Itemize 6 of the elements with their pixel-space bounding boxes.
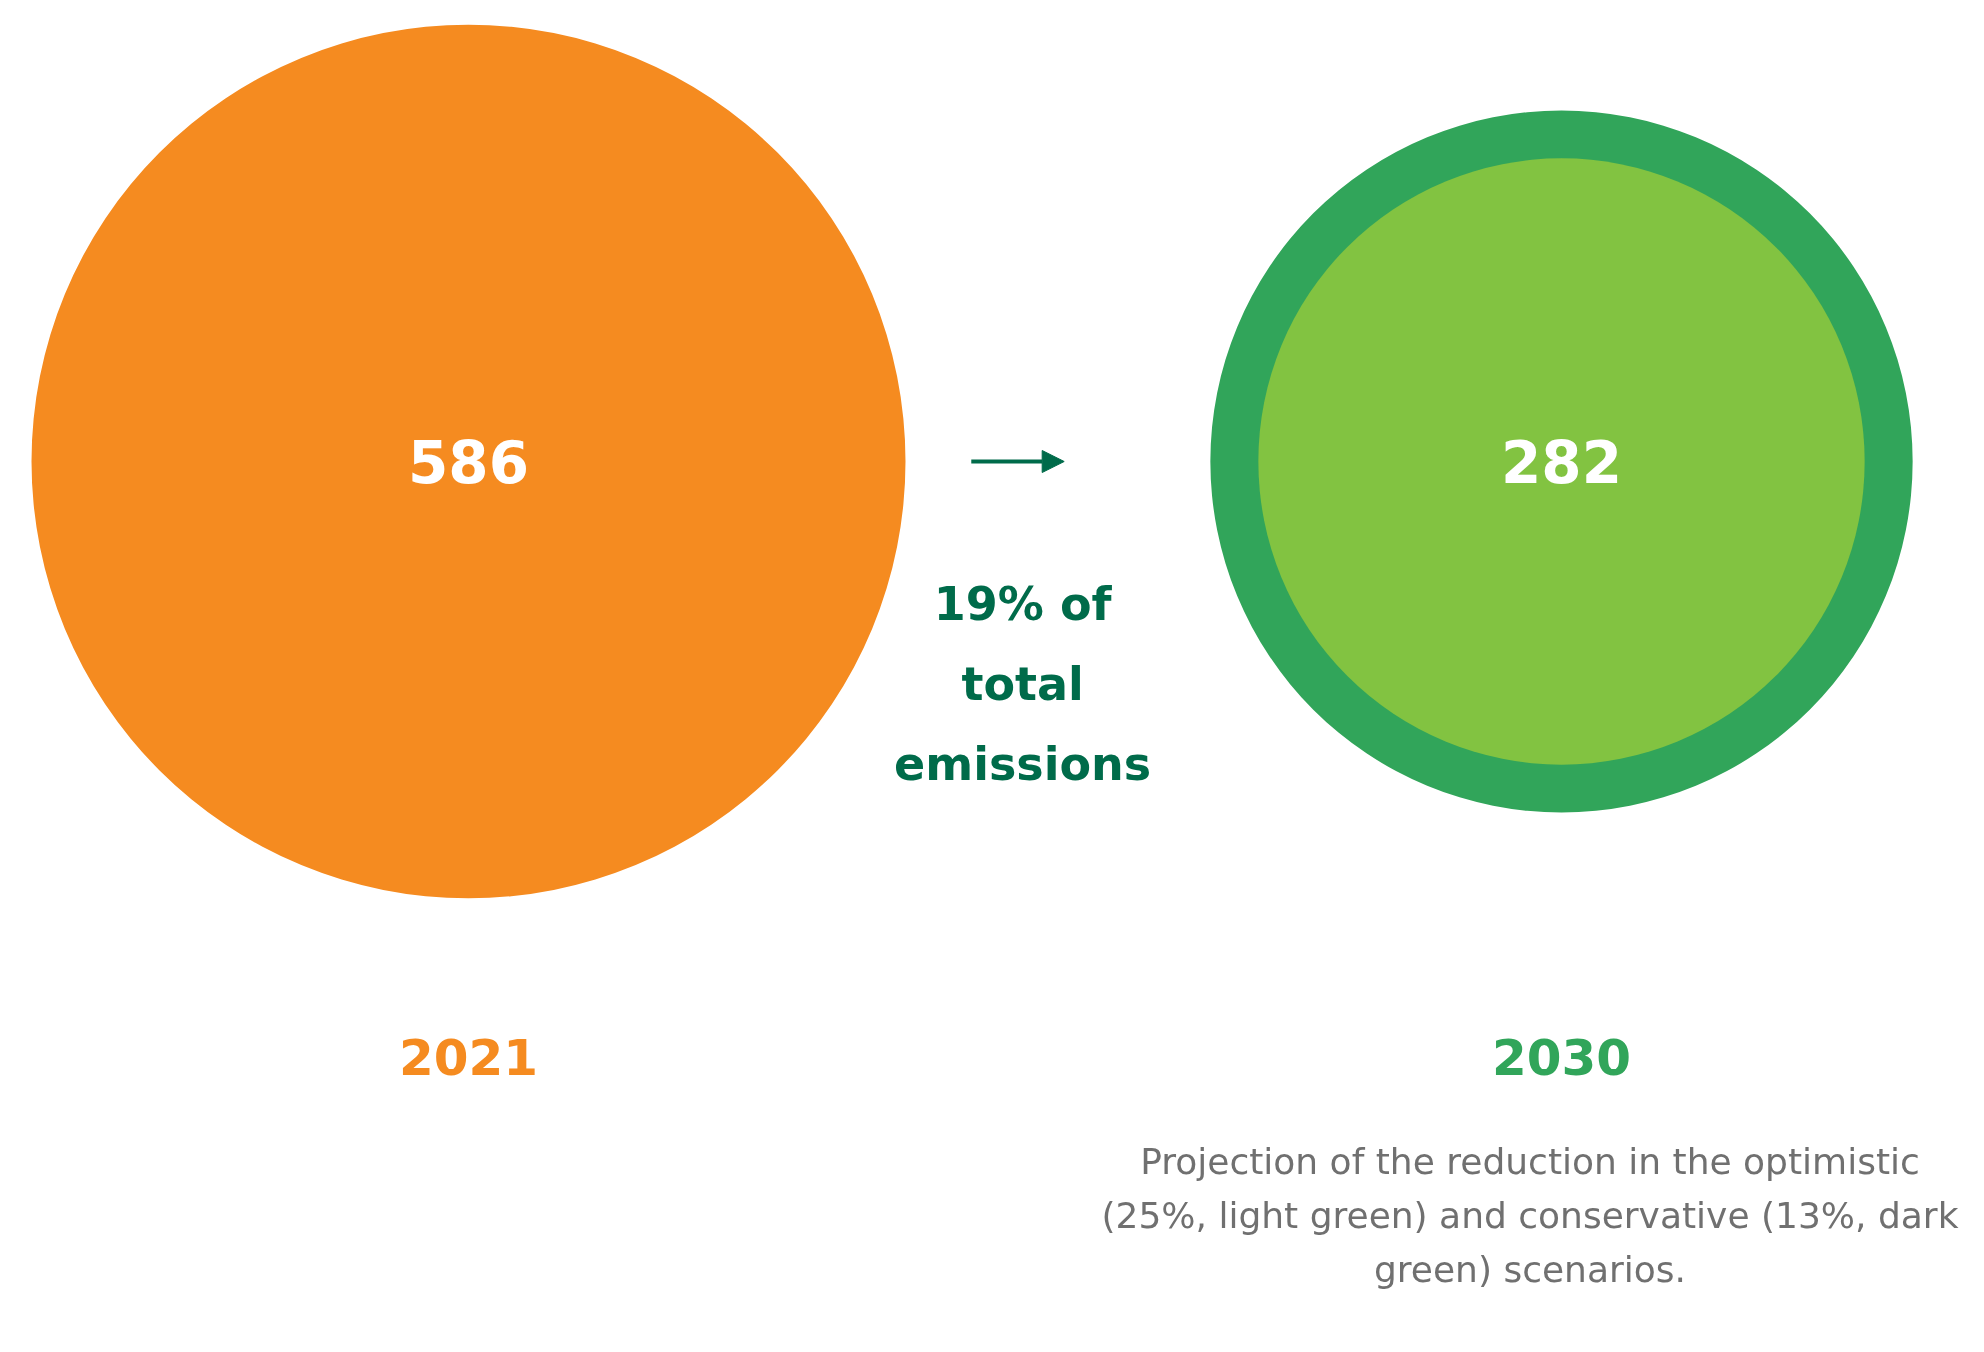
category-label: 2030 — [1491, 1028, 1632, 1087]
data-label: 282 — [1500, 429, 1623, 497]
category-label: 2021 — [398, 1028, 539, 1087]
text: 19% of total emissions — [894, 576, 1152, 791]
data-label: 586 — [407, 429, 530, 497]
text: Projection of the reduction in the optimistic (25%, light green) and conservative (13%, dark green) scenarios. — [1100, 1140, 1960, 1292]
